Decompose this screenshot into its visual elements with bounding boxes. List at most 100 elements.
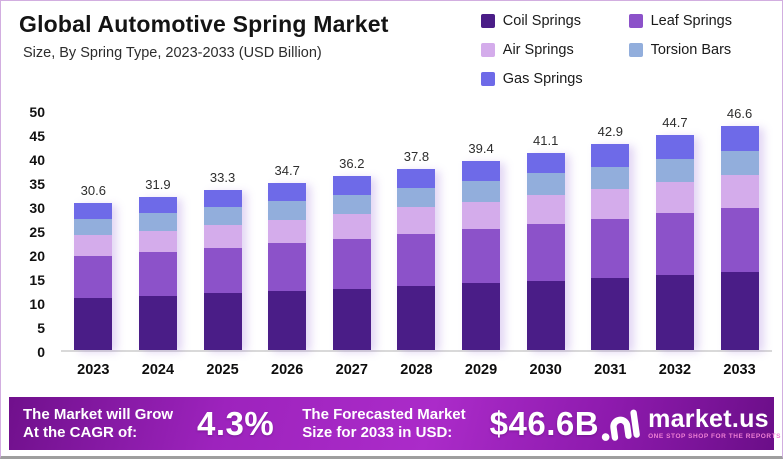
y-tick-label-40: 40 bbox=[29, 152, 45, 168]
x-tick-label-2024: 2024 bbox=[141, 362, 175, 378]
bar-column-2032: 44.7 bbox=[643, 115, 707, 350]
bar-segment-leaf-springs bbox=[655, 213, 694, 276]
bar-column-2030: 41.1 bbox=[514, 133, 578, 350]
page-subtitle: Size, By Spring Type, 2023-2033 (USD Bil… bbox=[23, 45, 322, 61]
bar-total-label: 41.1 bbox=[533, 132, 559, 148]
x-tick-label-2023: 2023 bbox=[77, 362, 110, 378]
bar-segment-air-springs bbox=[591, 189, 630, 219]
stacked-bar-2024 bbox=[138, 196, 177, 350]
bar-column-2031: 42.9 bbox=[578, 124, 642, 350]
bar-segment-air-springs bbox=[526, 195, 565, 224]
stacked-bar-2032 bbox=[655, 135, 694, 350]
bar-segment-torsion-bars bbox=[397, 187, 436, 208]
bar-segment-air-springs bbox=[397, 207, 436, 234]
y-tick-label-15: 15 bbox=[29, 272, 45, 288]
bar-segment-coil-springs bbox=[203, 293, 242, 350]
bar-segment-leaf-springs bbox=[74, 255, 113, 298]
marketus-logo-text: market.us ONE STOP SHOP FOR THE REPORTS bbox=[648, 404, 782, 441]
x-tick-label-2030: 2030 bbox=[529, 362, 562, 378]
bar-segment-leaf-springs bbox=[203, 247, 242, 294]
bar-segment-leaf-springs bbox=[332, 239, 371, 289]
forecast-caption-line1: The Forecasted Market bbox=[302, 405, 466, 423]
bar-column-2023: 30.6 bbox=[61, 183, 125, 350]
x-tick-label-2031: 2031 bbox=[594, 362, 627, 378]
header: Global Automotive Spring Market Size, By… bbox=[19, 11, 389, 61]
bar-segment-air-springs bbox=[720, 174, 759, 208]
legend-item-coil-springs: Coil Springs bbox=[480, 13, 583, 29]
legend-swatch-icon bbox=[628, 43, 643, 57]
bar-segment-gas-springs bbox=[332, 176, 371, 195]
marketus-logo-mark bbox=[601, 409, 640, 441]
legend-swatch-icon bbox=[480, 72, 495, 86]
bar-segment-coil-springs bbox=[332, 288, 371, 350]
y-tick-label-5: 5 bbox=[37, 320, 45, 336]
bar-segment-air-springs bbox=[462, 201, 501, 230]
bar-column-2033: 46.6 bbox=[708, 106, 772, 350]
marketus-logo-name: market.us bbox=[648, 404, 769, 433]
marketus-logo-tagline: ONE STOP SHOP FOR THE REPORTS bbox=[648, 432, 782, 440]
bar-segment-leaf-springs bbox=[268, 243, 307, 291]
legend-label: Leaf Springs bbox=[650, 13, 732, 29]
bar-segment-air-springs bbox=[655, 182, 694, 214]
y-tick-label-45: 45 bbox=[29, 128, 45, 144]
stacked-bar-2027 bbox=[332, 176, 371, 350]
bar-segment-torsion-bars bbox=[462, 181, 501, 202]
x-tick-label-2033: 2033 bbox=[723, 362, 756, 378]
bar-segment-gas-springs bbox=[591, 144, 630, 167]
bar-segment-torsion-bars bbox=[138, 213, 177, 231]
legend-label: Air Springs bbox=[502, 42, 574, 58]
x-tick-label-2025: 2025 bbox=[206, 362, 239, 378]
bar-segment-gas-springs bbox=[203, 190, 242, 207]
legend-label: Coil Springs bbox=[502, 13, 581, 29]
stacked-bar-2033 bbox=[720, 126, 759, 350]
bar-segment-torsion-bars bbox=[203, 207, 242, 226]
bar-segment-coil-springs bbox=[397, 285, 436, 350]
bar-segment-gas-springs bbox=[655, 135, 694, 159]
y-tick-label-25: 25 bbox=[29, 224, 45, 240]
bar-segment-leaf-springs bbox=[591, 218, 630, 278]
bar-total-label: 36.2 bbox=[339, 156, 365, 172]
y-axis: 0 5 10 15 20 25 30 35 40 45 50 bbox=[11, 104, 57, 360]
bar-segment-air-springs bbox=[268, 219, 307, 244]
legend-label: Gas Springs bbox=[502, 71, 583, 87]
bar-segment-coil-springs bbox=[526, 280, 565, 350]
bar-total-label: 37.8 bbox=[403, 148, 430, 164]
x-tick-label-2026: 2026 bbox=[271, 362, 304, 378]
y-tick-label-50: 50 bbox=[29, 104, 45, 120]
bar-total-label: 34.7 bbox=[274, 163, 300, 179]
bar-column-2028: 37.8 bbox=[384, 149, 448, 350]
bar-segment-leaf-springs bbox=[720, 207, 759, 273]
bar-segment-coil-springs bbox=[138, 295, 177, 350]
legend-swatch-icon bbox=[480, 43, 495, 57]
forecast-caption-line2: Size for 2033 in USD: bbox=[302, 423, 453, 441]
cagr-caption: The Market will Grow At the CAGR of: bbox=[23, 406, 173, 441]
stacked-bar-2026 bbox=[268, 183, 307, 350]
bar-segment-air-springs bbox=[74, 235, 113, 256]
legend-label: Torsion Bars bbox=[650, 42, 732, 58]
bar-segment-leaf-springs bbox=[397, 233, 436, 286]
bar-segment-leaf-springs bbox=[138, 252, 177, 296]
bar-segment-gas-springs bbox=[462, 160, 501, 182]
bar-segment-gas-springs bbox=[268, 183, 307, 202]
bar-segment-coil-springs bbox=[268, 290, 307, 350]
bar-total-label: 39.4 bbox=[468, 140, 494, 156]
stacked-bar-2029 bbox=[462, 160, 501, 350]
bar-column-2029: 39.4 bbox=[449, 141, 513, 350]
bar-total-label: 33.3 bbox=[209, 170, 236, 186]
bar-segment-gas-springs bbox=[720, 126, 759, 151]
x-tick-label-2027: 2027 bbox=[335, 362, 368, 378]
legend-swatch-icon bbox=[480, 14, 495, 28]
legend-item-air-springs: Air Springs bbox=[480, 42, 583, 58]
bar-segment-torsion-bars bbox=[526, 173, 565, 196]
bar-column-2024: 31.9 bbox=[126, 177, 190, 350]
legend-swatch-icon bbox=[628, 14, 643, 28]
bar-segment-air-springs bbox=[138, 230, 177, 253]
bar-segment-torsion-bars bbox=[591, 166, 630, 190]
cagr-value: 4.3% bbox=[197, 404, 275, 442]
bar-total-label: 46.6 bbox=[726, 106, 753, 122]
x-tick-label-2032: 2032 bbox=[658, 362, 692, 378]
plot-area: 30.6 31.9 33.3 34.7 36.2 37.8 39.4 41.1 42.9 44.7… bbox=[61, 106, 772, 352]
bar-column-2025: 33.3 bbox=[191, 170, 255, 350]
bar-segment-coil-springs bbox=[655, 275, 694, 350]
